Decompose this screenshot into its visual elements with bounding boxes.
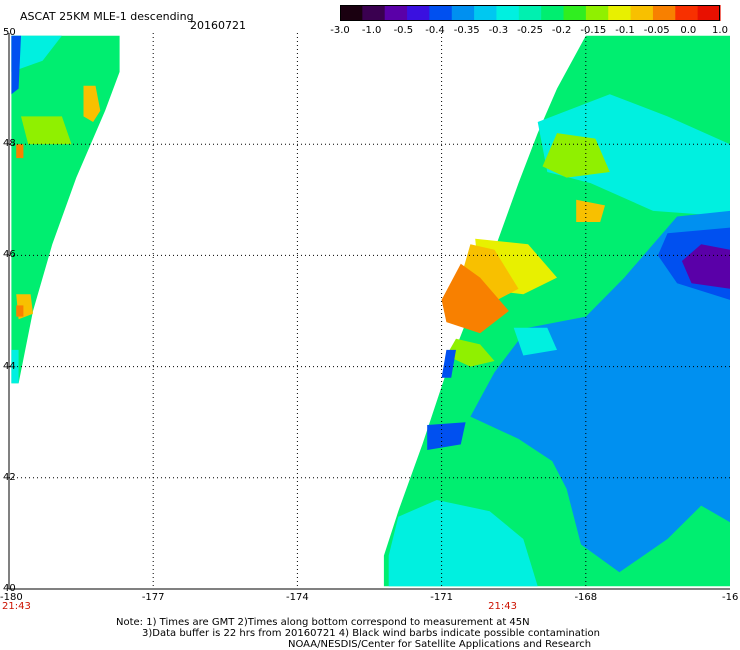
swath-east-field	[537, 94, 730, 217]
y-tick-label: 40	[3, 583, 16, 594]
swath-west-field	[16, 305, 24, 317]
note-line-2: 3)Data buffer is 22 hrs from 20160721 4)…	[142, 628, 600, 639]
colorbar-frame	[340, 5, 720, 21]
colorbar-swatch	[563, 5, 587, 21]
colorbar-swatch	[362, 5, 386, 21]
swath-west-field	[83, 85, 101, 122]
y-tick-label: 46	[3, 249, 16, 261]
swath-east-field	[576, 199, 605, 222]
x-tick-label: -16	[722, 592, 739, 603]
figure-date: 20160721	[190, 19, 246, 32]
swath-east-field	[470, 210, 730, 573]
x-tick-label: -177	[141, 592, 165, 603]
colorbar	[340, 5, 721, 21]
colorbar-swatch	[585, 5, 609, 21]
y-tick-label: 44	[3, 360, 16, 372]
colorbar-swatch	[451, 5, 475, 21]
swath-west-field	[21, 116, 72, 145]
note-line-3: NOAA/NESDIS/Center for Satellite Applica…	[288, 639, 592, 650]
colorbar-swatch	[608, 5, 632, 21]
colorbar-swatch	[384, 5, 408, 21]
swath-east	[383, 35, 730, 587]
swath-west-field	[11, 349, 19, 384]
colorbar-swatch	[541, 5, 565, 21]
swath-west	[11, 35, 120, 384]
colorbar-tick-label: -0.4	[425, 25, 445, 36]
colorbar-tick-label: -3.0	[330, 25, 350, 36]
swath-east-field	[513, 327, 557, 356]
swath-west-field	[11, 35, 21, 95]
colorbar-tick-label: -0.25	[517, 25, 543, 36]
colorbar-tick-label: -0.05	[643, 25, 670, 36]
colorbar-tick-label: -0.3	[488, 25, 509, 36]
colorbar-swatch	[474, 5, 498, 21]
swath-east-field	[446, 338, 495, 367]
note-line-1: Note: 1) Times are GMT 2)Times along bot…	[116, 617, 530, 628]
colorbar-tick-label: 0.0	[680, 25, 697, 36]
colorbar-tick-label: -0.1	[615, 25, 635, 36]
time-label: 21:43	[488, 601, 517, 612]
figure-title: ASCAT 25KM MLE-1 descending	[20, 10, 194, 23]
y-tick-label: 42	[3, 471, 16, 483]
time-label: 21:43	[2, 601, 31, 612]
swath-east-field	[441, 349, 456, 378]
swath-west-field	[11, 35, 62, 72]
swath-east-field	[441, 263, 509, 334]
colorbar-swatch	[496, 5, 520, 21]
y-tick-label: 50	[3, 27, 16, 38]
colorbar-swatch	[340, 5, 363, 21]
colorbar-tick-label: -0.2	[551, 25, 572, 36]
x-tick-label: -171	[430, 592, 453, 603]
colorbar-swatch	[652, 5, 676, 21]
colorbar-tick-label: -0.35	[453, 25, 480, 36]
colorbar-swatch	[429, 5, 453, 21]
colorbar-tick-label: -0.15	[580, 25, 607, 36]
colorbar-swatch	[407, 5, 431, 21]
x-tick-label: -180	[0, 592, 23, 603]
swath-east-field	[388, 500, 538, 587]
x-tick-label: -168	[574, 592, 598, 603]
swath-west-field	[16, 144, 24, 159]
colorbar-swatch	[630, 5, 654, 21]
colorbar-swatch	[518, 5, 542, 21]
colorbar-swatch	[675, 5, 699, 21]
colorbar-tick-label: -1.0	[361, 25, 382, 36]
y-tick-label: 48	[3, 138, 16, 150]
colorbar-tick-label: -0.5	[393, 25, 414, 36]
swath-east-field	[542, 133, 610, 178]
x-tick-label: -174	[286, 592, 309, 603]
colorbar-swatch	[697, 5, 721, 21]
colorbar-tick-label: 1.0	[712, 25, 728, 36]
swath-west-field	[11, 35, 120, 384]
swath-east-field	[427, 422, 466, 450]
